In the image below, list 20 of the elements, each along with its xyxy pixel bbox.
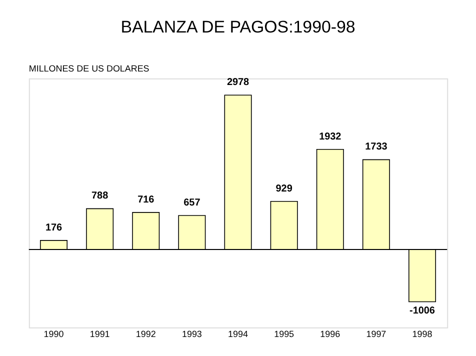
y-axis-title: MILLONES DE US DOLARES [28, 63, 150, 74]
x-tick-label: 1995 [274, 328, 294, 339]
data-label: -1006 [410, 306, 436, 317]
x-tick-label: 1994 [228, 328, 248, 339]
data-label: 716 [138, 194, 155, 206]
x-tick-label: 1990 [44, 328, 64, 339]
data-label: 1932 [319, 131, 342, 142]
x-tick-label: 1992 [136, 328, 156, 339]
x-tick-label: 1991 [90, 328, 110, 339]
data-label: 2978 [226, 77, 250, 88]
x-tick-label: 1993 [182, 328, 202, 339]
x-tick-label: 1998 [412, 328, 432, 339]
data-label: 1733 [365, 142, 388, 153]
data-label: 788 [92, 190, 109, 202]
x-tick-label: 1996 [320, 328, 340, 339]
data-label: 176 [45, 222, 63, 234]
x-tick-label: 1997 [366, 328, 386, 339]
chart-title: BALANZA DE PAGOS:1990-98 [120, 18, 356, 37]
data-label: 929 [276, 183, 293, 194]
data-label: 657 [184, 198, 201, 209]
